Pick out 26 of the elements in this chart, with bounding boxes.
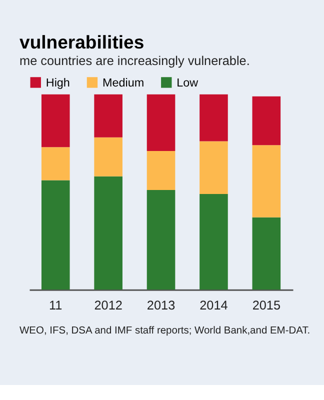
bar (94, 94, 122, 138)
text: WEO, IFS, DSA and IMF staff reports; World Bank,and EM-DAT. (20, 326, 310, 337)
bar (146, 190, 176, 290)
chart-subtitle: me countries are increasingly vulnerable. (20, 54, 250, 68)
bar (146, 151, 176, 190)
x-tick-label: 2013 (146, 298, 176, 313)
bar (41, 94, 70, 148)
bar (200, 141, 228, 194)
bar (200, 94, 228, 142)
bar (94, 137, 122, 176)
x-tick-label: 2012 (94, 298, 122, 313)
bar (252, 96, 281, 146)
bar (146, 94, 176, 152)
chart-title: vulnerabilities (20, 32, 144, 53)
bar (41, 180, 70, 290)
x-tick-label: 2014 (200, 298, 228, 313)
bar (41, 147, 70, 180)
bar (200, 194, 228, 290)
legend-label: Low (176, 76, 199, 90)
x-tick-label: 11 (49, 298, 62, 313)
bar (252, 217, 281, 290)
bar (252, 145, 281, 218)
x-tick-label: 2015 (252, 298, 281, 313)
legend-label: High (46, 76, 70, 90)
bar (94, 176, 122, 290)
legend-label: Medium (102, 76, 144, 90)
